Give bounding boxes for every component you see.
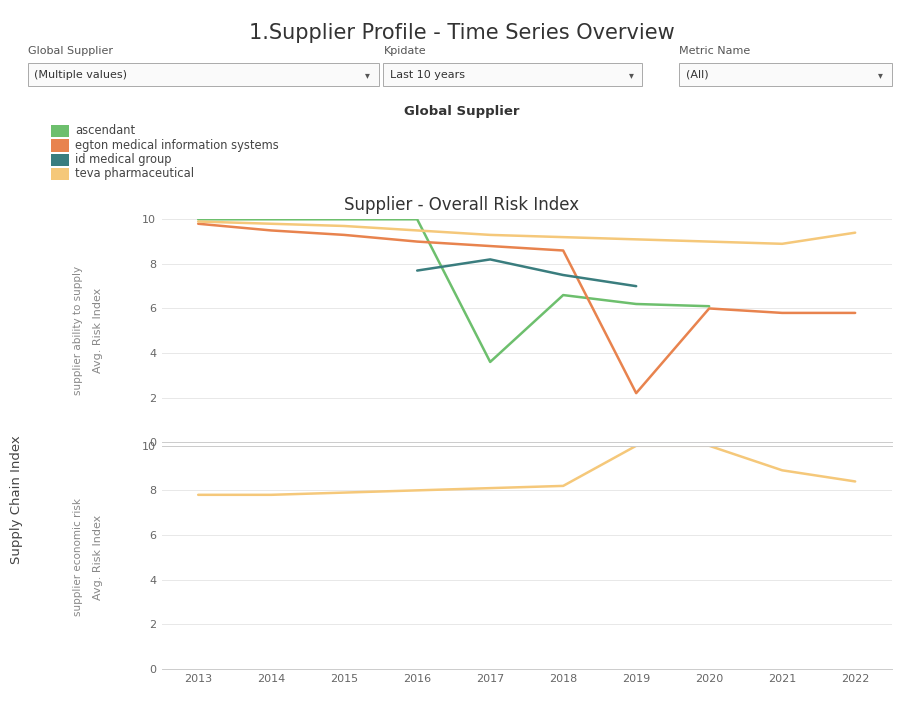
Text: Last 10 years: Last 10 years (390, 70, 465, 80)
Text: Supplier - Overall Risk Index: Supplier - Overall Risk Index (345, 196, 579, 214)
Text: Global Supplier: Global Supplier (405, 105, 519, 118)
Text: (Multiple values): (Multiple values) (34, 70, 128, 80)
Text: Kpidate: Kpidate (383, 46, 426, 56)
Text: teva pharmaceutical: teva pharmaceutical (75, 168, 194, 180)
Y-axis label: Avg. Risk Index: Avg. Risk Index (93, 515, 103, 600)
Text: 1.Supplier Profile - Time Series Overview: 1.Supplier Profile - Time Series Overvie… (249, 23, 675, 43)
Text: supplier economic risk: supplier economic risk (73, 498, 83, 616)
Text: Supply Chain Index: Supply Chain Index (10, 435, 23, 564)
Text: egton medical information systems: egton medical information systems (75, 139, 279, 152)
Text: id medical group: id medical group (75, 153, 171, 166)
Text: ascendant: ascendant (75, 124, 135, 137)
Text: Global Supplier: Global Supplier (28, 46, 113, 56)
Text: ▾: ▾ (365, 70, 371, 80)
Text: ▾: ▾ (628, 70, 634, 80)
Text: ▾: ▾ (878, 70, 883, 80)
Text: supplier ability to supply: supplier ability to supply (73, 266, 83, 395)
Text: (All): (All) (686, 70, 708, 80)
Text: Metric Name: Metric Name (679, 46, 750, 56)
Y-axis label: Avg. Risk Index: Avg. Risk Index (93, 288, 103, 373)
